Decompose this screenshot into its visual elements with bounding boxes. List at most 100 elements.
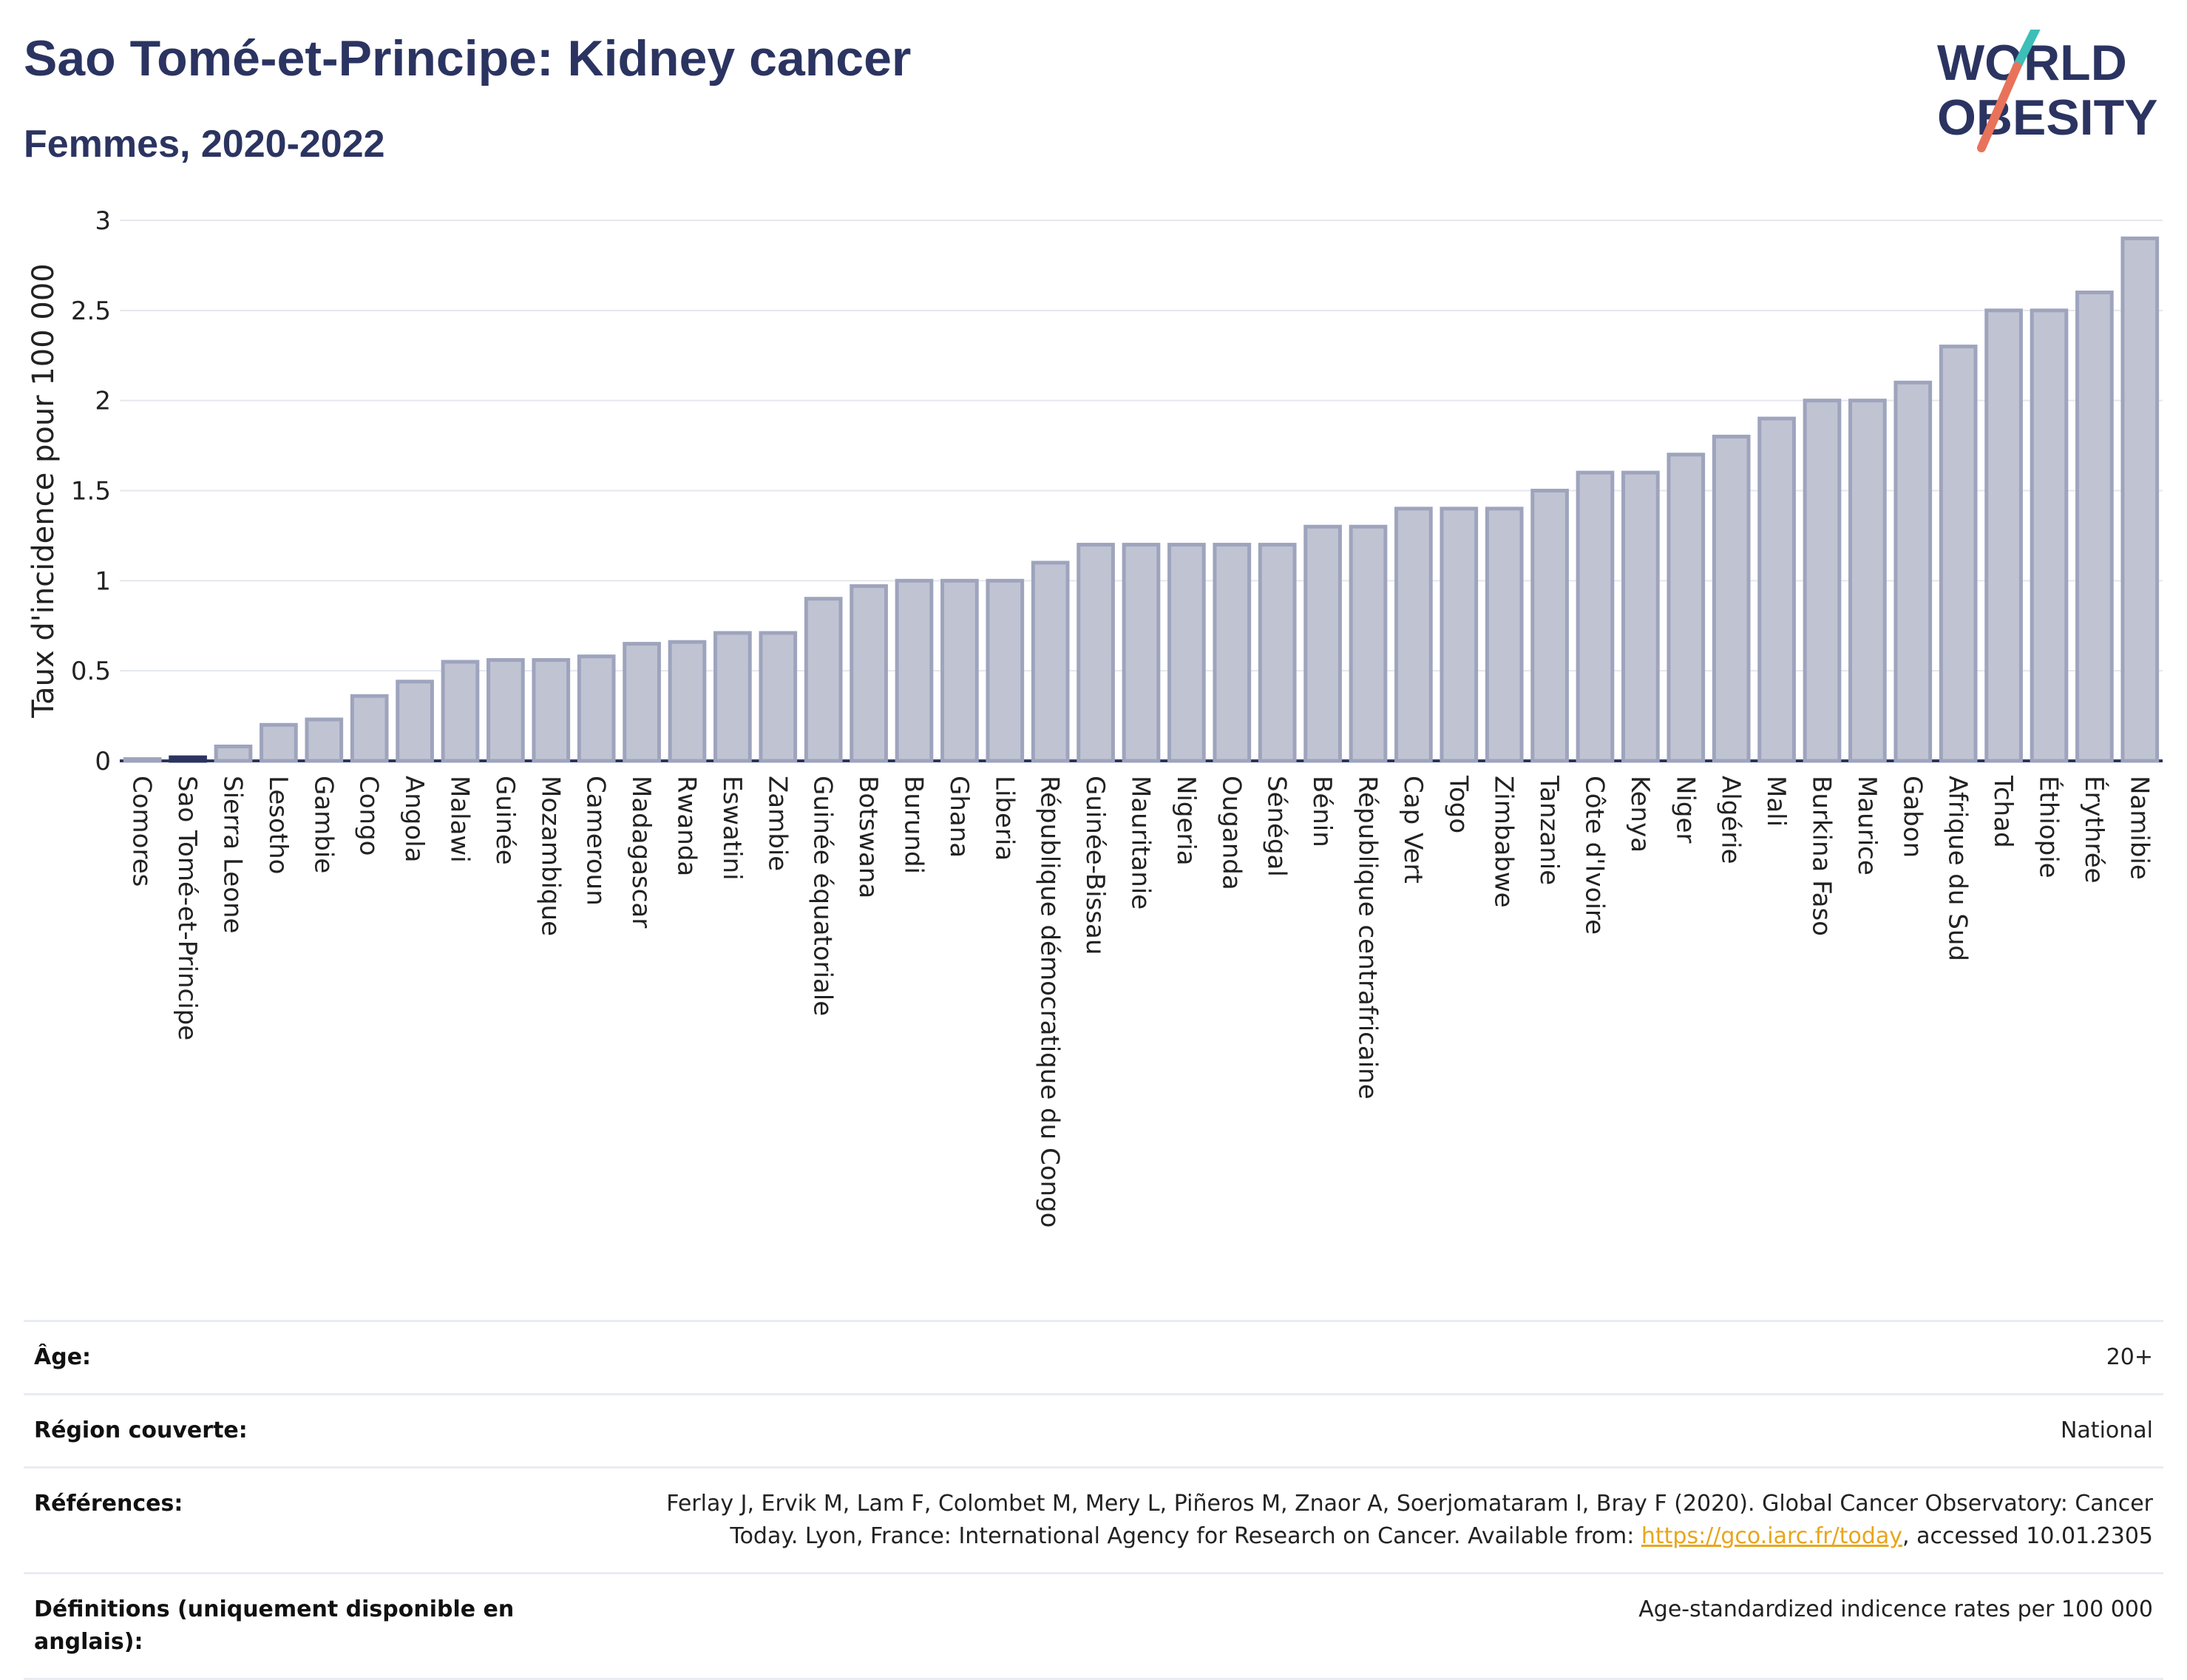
bar-niger <box>1666 453 1706 763</box>
x-category-label: Gambie <box>308 776 338 873</box>
world-obesity-logo: WORLD OBESITY <box>1937 30 2158 152</box>
bar-cameroun <box>577 654 616 763</box>
metadata-table: Âge: 20+ Région couverte: National Référ… <box>24 1320 2163 1680</box>
meta-age-value: 20+ <box>2106 1344 2153 1370</box>
x-category-label: Eswatini <box>717 776 747 881</box>
x-category-label: Sao Tomé-et-Principe <box>172 776 202 1040</box>
x-category-label: Angola <box>399 776 429 862</box>
x-category-label: République centrafricaine <box>1353 776 1383 1100</box>
x-category-label: Gabon <box>1897 776 1927 858</box>
bar-congo <box>350 694 389 763</box>
bar-chart: 0 0.5 1 1.5 2 2.5 3 Comores Sao Tomé-et-Princip… <box>27 206 2163 1227</box>
x-category-label: Afrique du Sud <box>1943 776 1973 961</box>
y-tick-label: 1.5 <box>71 477 111 507</box>
bar-ouganda <box>1213 543 1252 763</box>
x-category-label: Ouganda <box>1216 776 1246 890</box>
x-category-label: Sénégal <box>1262 776 1292 877</box>
logo-red-slash <box>1977 62 2021 152</box>
bar-mali <box>1757 416 1796 763</box>
y-tick-labels: 0 0.5 1 1.5 2 2.5 3 <box>71 206 111 776</box>
x-category-label: Niger <box>1670 776 1700 843</box>
bar-b-nin <box>1303 524 1342 763</box>
x-category-label: Guinée <box>490 776 520 865</box>
bar-mozambique <box>532 658 571 763</box>
x-category-label: Maurice <box>1852 776 1882 875</box>
bar--thiopie <box>2030 308 2069 763</box>
y-tick-label: 2.5 <box>71 297 111 326</box>
x-category-label: Nigeria <box>1171 776 1201 866</box>
x-category-label: Congo <box>354 776 384 856</box>
meta-region-value: National <box>2060 1418 2153 1443</box>
x-category-label: Cap Vert <box>1398 776 1428 884</box>
bar-malawi <box>441 660 480 763</box>
bar-botswana <box>850 584 888 763</box>
x-category-label: Comores <box>127 776 157 887</box>
bars <box>123 236 2160 763</box>
bar-tanzanie <box>1530 489 1569 763</box>
bar-gabon <box>1893 380 1933 763</box>
x-category-label: Bénin <box>1307 776 1337 847</box>
x-category-label: Côte d'Ivoire <box>1580 776 1610 935</box>
x-category-label: Tanzanie <box>1534 775 1564 885</box>
meta-definitions-label: Définitions (uniquement disponible en an… <box>34 1596 515 1655</box>
y-tick-label: 3 <box>95 206 111 236</box>
bar-zimbabwe <box>1485 507 1524 763</box>
y-tick-label: 2 <box>95 387 111 416</box>
x-category-label: Liberia <box>989 776 1019 861</box>
bar-comores <box>123 757 162 763</box>
bar-afrique-du-sud <box>1939 345 1978 763</box>
bar-alg-rie <box>1712 434 1751 763</box>
bar-guin-e-bissau <box>1076 543 1115 763</box>
x-category-label: Tchad <box>1988 775 2018 848</box>
y-tick-label: 1 <box>95 566 111 596</box>
x-category-label: Zambie <box>762 776 792 871</box>
bar-guin-e-quatoriale <box>804 597 843 763</box>
bar-lesotho <box>260 722 298 763</box>
x-category-label: Algérie <box>1716 776 1746 864</box>
meta-region-label: Région couverte: <box>34 1418 248 1443</box>
x-category-label: Ghana <box>944 776 974 858</box>
y-tick-label: 0 <box>95 747 111 776</box>
y-axis-title: Taux d'incidence pour 100 000 <box>27 263 61 718</box>
meta-definitions-value: Age-standardized indicence rates per 100… <box>1638 1596 2153 1622</box>
bar-burundi <box>895 578 934 763</box>
meta-row-age: Âge: 20+ <box>24 1320 2163 1393</box>
bar-r-publique-centrafricaine <box>1349 524 1388 763</box>
bar-zambie <box>759 631 798 763</box>
references-text: Ferlay J, Ervik M, Lam F, Colombet M, Me… <box>666 1491 2153 1549</box>
bar-maurice <box>1848 399 1887 763</box>
x-category-labels: Comores Sao Tomé-et-Principe Sierra Leone L… <box>127 775 2154 1227</box>
bar-madagascar <box>623 642 661 763</box>
y-tick-label: 0.5 <box>71 657 111 686</box>
bar-eswatini <box>713 631 752 763</box>
bar--rythr-e <box>2075 290 2114 763</box>
bar-tchad <box>1984 308 2023 763</box>
x-category-label: Cameroun <box>581 776 611 906</box>
references-suffix: , accessed 10.01.2305 <box>1902 1523 2153 1549</box>
logo-line2: OBESITY <box>1937 89 2158 146</box>
bar-gambie <box>305 717 344 763</box>
bar-burkina-faso <box>1803 399 1842 763</box>
x-category-label: Togo <box>1443 775 1473 833</box>
x-category-label: Éthiopie <box>2034 776 2064 878</box>
x-category-label: Namibie <box>2124 776 2154 880</box>
x-category-label: Mali <box>1761 776 1791 827</box>
bar-cap-vert <box>1394 507 1433 763</box>
bar-sao-tom-et-principe <box>169 755 207 763</box>
bar-mauritanie <box>1122 543 1161 763</box>
x-category-label: Madagascar <box>626 776 656 928</box>
logo-accent-slash <box>2013 30 2041 71</box>
bar-angola <box>396 680 434 763</box>
x-category-label: Botswana <box>853 776 883 898</box>
bar-liberia <box>986 578 1025 763</box>
bar-ghana <box>940 578 979 763</box>
x-category-label: Kenya <box>1625 776 1655 853</box>
x-category-label: Érythrée <box>2079 776 2109 884</box>
references-link[interactable]: https://gco.iarc.fr/today <box>1641 1523 1903 1549</box>
bar-c-te-d-ivoire <box>1576 470 1615 763</box>
bar-togo <box>1440 507 1479 763</box>
bar-r-publique-d-mocratique-du-congo <box>1031 560 1070 763</box>
bar-nigeria <box>1167 543 1206 763</box>
x-category-label: Burkina Faso <box>1807 776 1837 936</box>
x-category-label: Mozambique <box>535 776 565 936</box>
